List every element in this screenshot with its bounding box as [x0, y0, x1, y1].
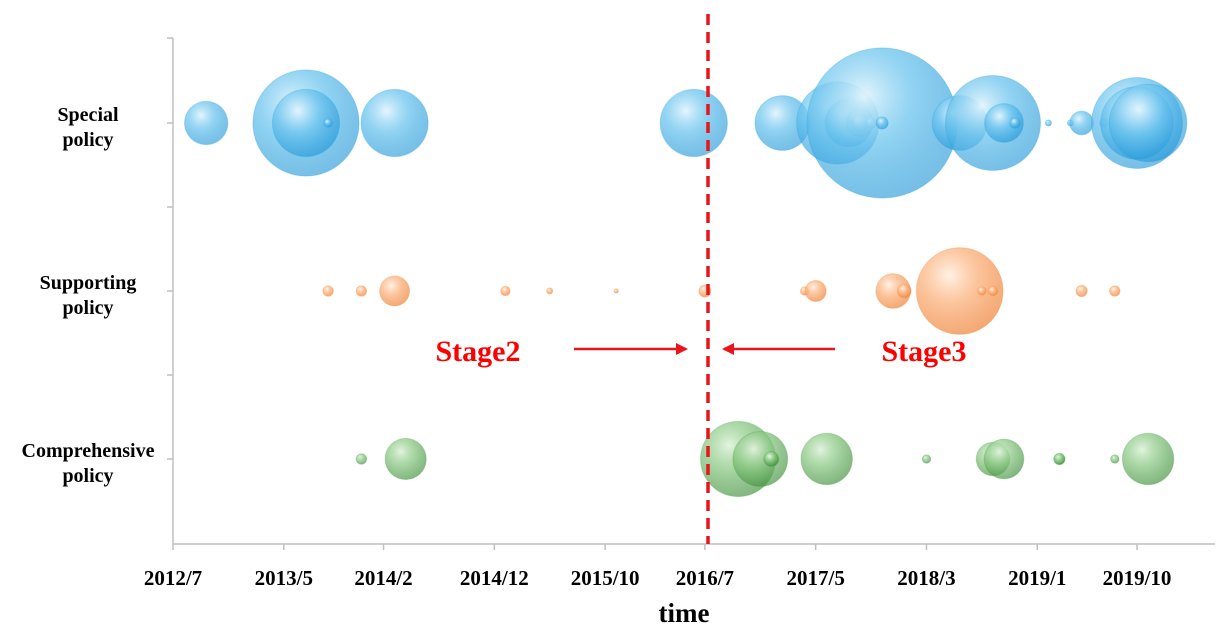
bubble-supporting [355, 285, 368, 297]
axes [167, 37, 1215, 550]
bubble-supporting [613, 288, 619, 294]
x-tick-label: 2014/12 [460, 566, 529, 590]
x-tick-label: 2016/7 [676, 566, 734, 590]
bubble-supporting [915, 247, 1004, 335]
x-tick-label: 2019/10 [1103, 566, 1172, 590]
bubble-special [360, 88, 429, 158]
x-tick-label: 2018/3 [897, 566, 955, 590]
x-tick-label: 2014/2 [354, 566, 412, 590]
bubble-comprehensive [355, 453, 368, 465]
bubble-supporting [896, 283, 912, 299]
stage-annotations: Stage2 Stage3 [436, 335, 967, 368]
bubble-comprehensive [384, 437, 427, 481]
x-tick-label: 2019/1 [1008, 566, 1066, 590]
bubble-supporting [546, 287, 554, 295]
bubble-comprehensive [732, 431, 789, 487]
bubble-special [1069, 110, 1094, 136]
x-tick-label: 2017/5 [786, 566, 844, 590]
bubble-comprehensive [800, 432, 853, 486]
bubble-supporting [1075, 284, 1088, 298]
stage2-label: Stage2 [436, 335, 521, 368]
series-special [184, 47, 1188, 199]
bubble-supporting [977, 286, 987, 296]
stage3-label: Stage3 [882, 335, 967, 368]
x-axis-ticks [172, 544, 1138, 550]
bubble-comprehensive [763, 451, 780, 467]
bubble-comprehensive [1053, 452, 1066, 466]
y-axis-category-labels: Special policy Supporting policy Comprehensi… [22, 104, 155, 487]
x-axis-title: time [659, 598, 710, 628]
x-tick-label: 2012/7 [144, 566, 202, 590]
x-tick-label: 2015/10 [571, 566, 640, 590]
bubble-special [875, 116, 889, 130]
bubble-supporting [987, 285, 999, 297]
y-category-label-comprehensive: Comprehensive policy [22, 440, 155, 487]
bubble-special [984, 103, 1024, 143]
bubble-comprehensive [921, 454, 932, 464]
bubble-series [184, 47, 1188, 498]
bubble-special [184, 100, 229, 146]
bubble-comprehensive [1121, 432, 1175, 486]
y-category-label-supporting: Supporting policy [40, 272, 137, 319]
bubble-special [659, 88, 728, 158]
bubble-comprehensive [1110, 454, 1120, 464]
series-supporting [322, 247, 1121, 335]
bubble-supporting [1109, 285, 1121, 297]
y-category-label-special: Special policy [57, 104, 119, 151]
bubble-special [1044, 119, 1053, 127]
x-axis-tick-labels: 2012/7 2013/5 2014/2 2014/12 2015/10 2016/7 20… [144, 566, 1172, 590]
bubble-supporting [500, 285, 511, 297]
bubble-special [1108, 83, 1188, 163]
x-tick-label: 2013/5 [255, 566, 313, 590]
bubble-comprehensive [983, 438, 1025, 480]
y-axis-ticks [167, 37, 173, 460]
bubble-special [271, 88, 341, 158]
bubble-special [1009, 117, 1021, 129]
bubble-supporting [804, 279, 827, 303]
bubble-supporting [379, 275, 411, 307]
series-comprehensive [355, 420, 1175, 498]
bubble-supporting [322, 285, 334, 297]
bubble-special [323, 118, 333, 128]
